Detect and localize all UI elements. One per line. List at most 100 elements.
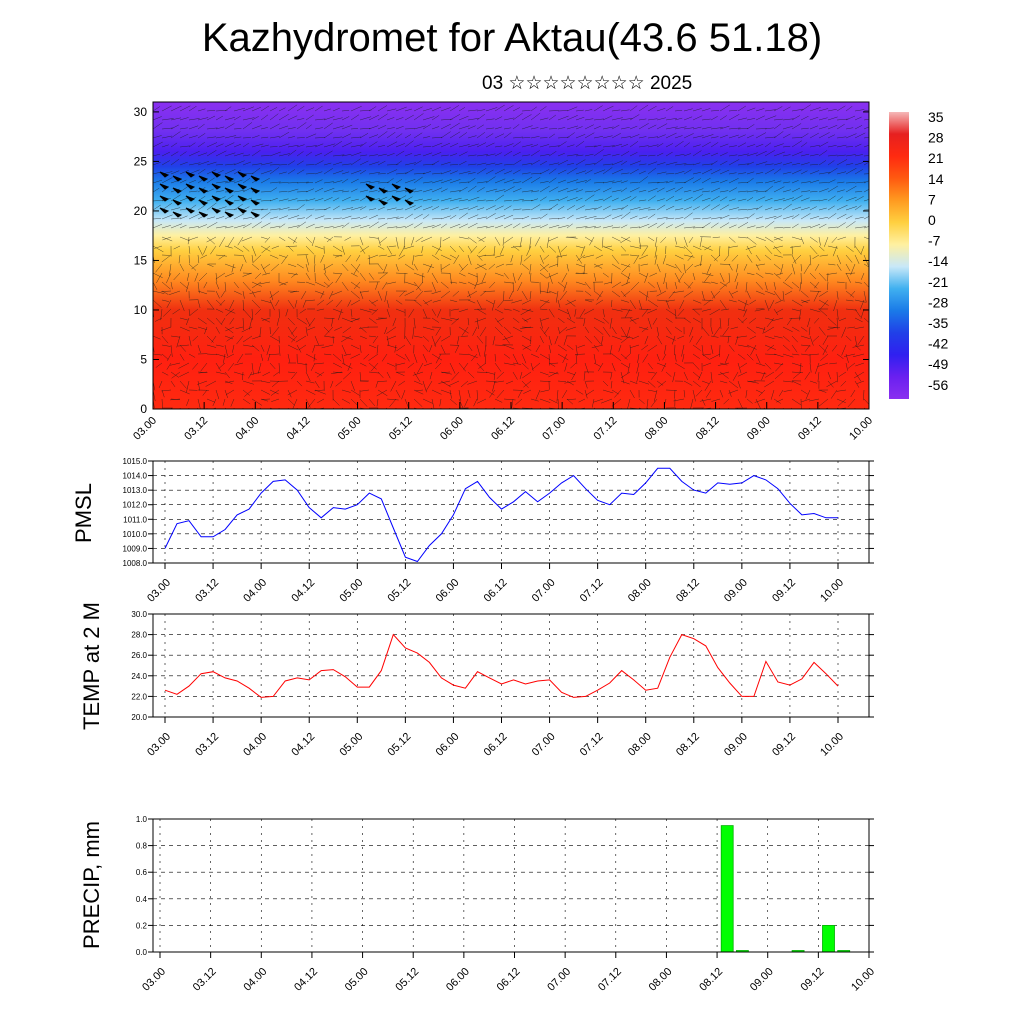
x-tick-label: 03.12	[182, 415, 210, 443]
temp-x-axis: 03.00 03.12 04.00 04.12 05.00 05.12 06.00 06.12…	[145, 717, 846, 759]
x-tick-label: 06.00	[434, 577, 462, 605]
x-tick-label: 03.00	[145, 577, 173, 605]
colorbar-label: 28	[928, 130, 944, 146]
precip-y-axis: 0.0 0.2 0.4 0.6 0.8 1.0	[136, 815, 874, 957]
temp-y-axis: 20.0 22.0 24.0 26.0 28.0 30.0	[131, 610, 874, 722]
precip-bars	[720, 825, 851, 953]
x-tick-label: 06.00	[444, 966, 472, 994]
x-tick-label: 04.00	[241, 577, 269, 605]
x-tick-label: 05.00	[337, 577, 365, 605]
y-tick-label: 26.0	[131, 651, 147, 660]
y-tick-label: 1015.0	[123, 457, 148, 466]
x-tick-label: 09.00	[722, 577, 750, 605]
chart-title: Kazhydromet for Aktau(43.6 51.18)	[201, 16, 823, 60]
x-tick-label: 07.00	[545, 966, 573, 994]
y-tick-label: 22.0	[131, 692, 147, 701]
y-tick-label: 1011.0	[123, 515, 147, 524]
precip-bar	[720, 825, 734, 953]
x-tick-label: 08.00	[643, 415, 671, 443]
wind-barb-flags	[159, 171, 415, 218]
x-tick-label: 09.00	[745, 415, 773, 443]
colorbar-label: -7	[928, 233, 941, 249]
colorbar-label: 7	[928, 191, 936, 207]
temp-frame	[152, 613, 870, 718]
x-tick-label: 09.12	[799, 966, 827, 994]
x-tick-label: 03.12	[191, 966, 219, 994]
x-tick-label: 05.00	[337, 731, 365, 759]
x-tick-label: 09.00	[722, 731, 750, 759]
x-tick-label: 05.12	[386, 577, 414, 605]
temp-grid	[153, 613, 869, 718]
x-tick-label: 03.00	[140, 966, 168, 994]
y-tick-label: 1010.0	[123, 530, 148, 539]
y-tick-label: 1014.0	[123, 472, 148, 481]
temp-ylabel: TEMP at 2 M	[79, 602, 104, 730]
x-tick-label: 08.12	[697, 966, 725, 994]
x-tick-label: 06.12	[482, 731, 510, 759]
x-tick-label: 04.00	[241, 731, 269, 759]
x-tick-label: 06.12	[482, 577, 510, 605]
y-tick-label: 28.0	[131, 631, 147, 640]
colorbar-labels: 35 28 21 14 7 0 -7 -14 -21 -28 -35 -42 -49 -56	[928, 109, 948, 393]
x-tick-label: 03.12	[193, 731, 221, 759]
x-tick-label: 08.00	[626, 577, 654, 605]
y-tick-label: 1009.0	[123, 544, 148, 553]
x-tick-label: 05.12	[387, 415, 415, 443]
x-tick-label: 10.00	[818, 731, 846, 759]
precip-grid	[153, 818, 870, 953]
x-tick-label: 09.12	[770, 577, 798, 605]
x-tick-label: 08.12	[694, 415, 722, 443]
x-tick-label: 05.00	[343, 966, 371, 994]
colorbar-label: -14	[928, 253, 948, 269]
x-tick-label: 07.00	[530, 577, 558, 605]
heatmap-ytick-label: 30	[134, 105, 148, 119]
colorbar-label: -49	[928, 356, 948, 372]
colorbar: 35 28 21 14 7 0 -7 -14 -21 -28 -35 -42 -49 -56	[889, 109, 948, 399]
heatmap-y-axis: 0 5 10 15 20 25 30	[134, 105, 869, 416]
x-tick-label: 07.12	[578, 731, 606, 759]
precip-bar	[822, 925, 835, 953]
x-tick-label: 05.00	[336, 415, 364, 443]
heatmap-panel: 0 5 10 15 20 25 30 03.00 03.12 04.00 04.12 05.00 05…	[131, 101, 875, 443]
temp-series-line	[164, 633, 839, 698]
temp-panel: TEMP at 2 M 20.0 22.0 24.0 26.0 28.0 30.0 03.…	[79, 602, 874, 759]
y-tick-label: 0.8	[136, 842, 148, 851]
heatmap-ytick-label: 5	[140, 352, 147, 366]
x-tick-label: 06.12	[495, 966, 523, 994]
heatmap-field	[153, 102, 869, 409]
colorbar-label: 21	[928, 150, 944, 166]
pmsl-x-axis: 03.00 03.12 04.00 04.12 05.00 05.12 06.00 06.12…	[145, 563, 846, 605]
y-tick-label: 0.6	[136, 868, 148, 877]
x-tick-label: 07.12	[591, 415, 619, 443]
x-tick-label: 08.00	[647, 966, 675, 994]
wind-streaks	[153, 102, 869, 409]
colorbar-label: -42	[928, 336, 948, 352]
precip-ylabel: PRECIP, mm	[79, 821, 104, 949]
precip-x-axis: 03.00 03.12 04.00 04.12 05.00 05.12 06.00 06.12…	[140, 952, 877, 994]
x-tick-label: 03.00	[131, 415, 159, 443]
x-tick-label: 07.00	[530, 731, 558, 759]
pmsl-ylabel: PMSL	[71, 483, 96, 543]
pmsl-y-axis: 1008.0 1009.0 1010.0 1011.0 1012.0 1013.0 1014…	[123, 457, 874, 568]
x-tick-label: 06.12	[489, 415, 517, 443]
colorbar-label: -56	[928, 377, 948, 393]
x-tick-label: 10.00	[847, 415, 875, 443]
y-tick-label: 20.0	[131, 713, 147, 722]
y-tick-label: 1012.0	[123, 501, 148, 510]
y-tick-label: 1013.0	[123, 486, 148, 495]
x-tick-label: 08.12	[674, 731, 702, 759]
pmsl-panel: PMSL 1008.0 1009.0 1010.0 1011.0 1012.0 1013.…	[71, 457, 874, 605]
heatmap-ytick-label: 10	[134, 303, 148, 317]
heatmap-ytick-label: 15	[134, 253, 148, 267]
colorbar-label: 35	[928, 109, 944, 125]
x-tick-label: 08.12	[674, 577, 702, 605]
heatmap-ytick-label: 0	[140, 402, 147, 416]
colorbar-label: -35	[928, 315, 948, 331]
x-tick-label: 09.00	[748, 966, 776, 994]
y-tick-label: 30.0	[131, 610, 147, 619]
x-tick-label: 07.00	[540, 415, 568, 443]
x-tick-label: 10.00	[818, 577, 846, 605]
colorbar-label: -28	[928, 294, 948, 310]
x-tick-label: 04.00	[233, 415, 261, 443]
